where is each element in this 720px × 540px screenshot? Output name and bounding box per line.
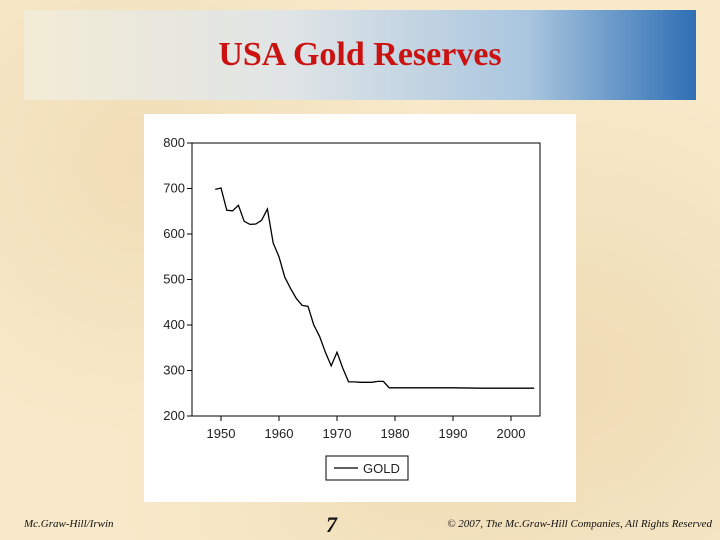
slide-title: USA Gold Reserves <box>218 36 502 73</box>
x-tick-label: 1990 <box>439 426 468 441</box>
page-number: 7 <box>326 512 337 537</box>
y-tick-label: 600 <box>163 226 185 241</box>
x-tick-label: 2000 <box>497 426 526 441</box>
legend-label: GOLD <box>363 461 400 476</box>
title-banner: USA Gold Reserves <box>24 10 696 100</box>
y-tick-label: 500 <box>163 272 185 287</box>
x-tick-label: 1950 <box>207 426 236 441</box>
y-tick-label: 700 <box>163 181 185 196</box>
line-chart: 200 300 400 500 600 700 800 1950 1960 1970 1980 199… <box>163 135 541 481</box>
gold-series-line <box>215 187 535 389</box>
copyright-notice: © 2007, The Mc.Graw-Hill Companies, All … <box>447 518 712 530</box>
y-tick-label: 800 <box>163 135 185 150</box>
x-tick-label: 1970 <box>323 426 352 441</box>
chart-panel: 200 300 400 500 600 700 800 1950 1960 1970 1980 199… <box>144 114 576 502</box>
publisher-label: Mc.Graw-Hill/Irwin <box>24 518 114 530</box>
plot-frame <box>191 142 541 417</box>
y-tick-label: 400 <box>163 317 185 332</box>
y-tick-label: 300 <box>163 363 185 378</box>
x-tick-label: 1960 <box>265 426 294 441</box>
y-tick-label: 200 <box>163 408 185 423</box>
x-tick-label: 1980 <box>381 426 410 441</box>
